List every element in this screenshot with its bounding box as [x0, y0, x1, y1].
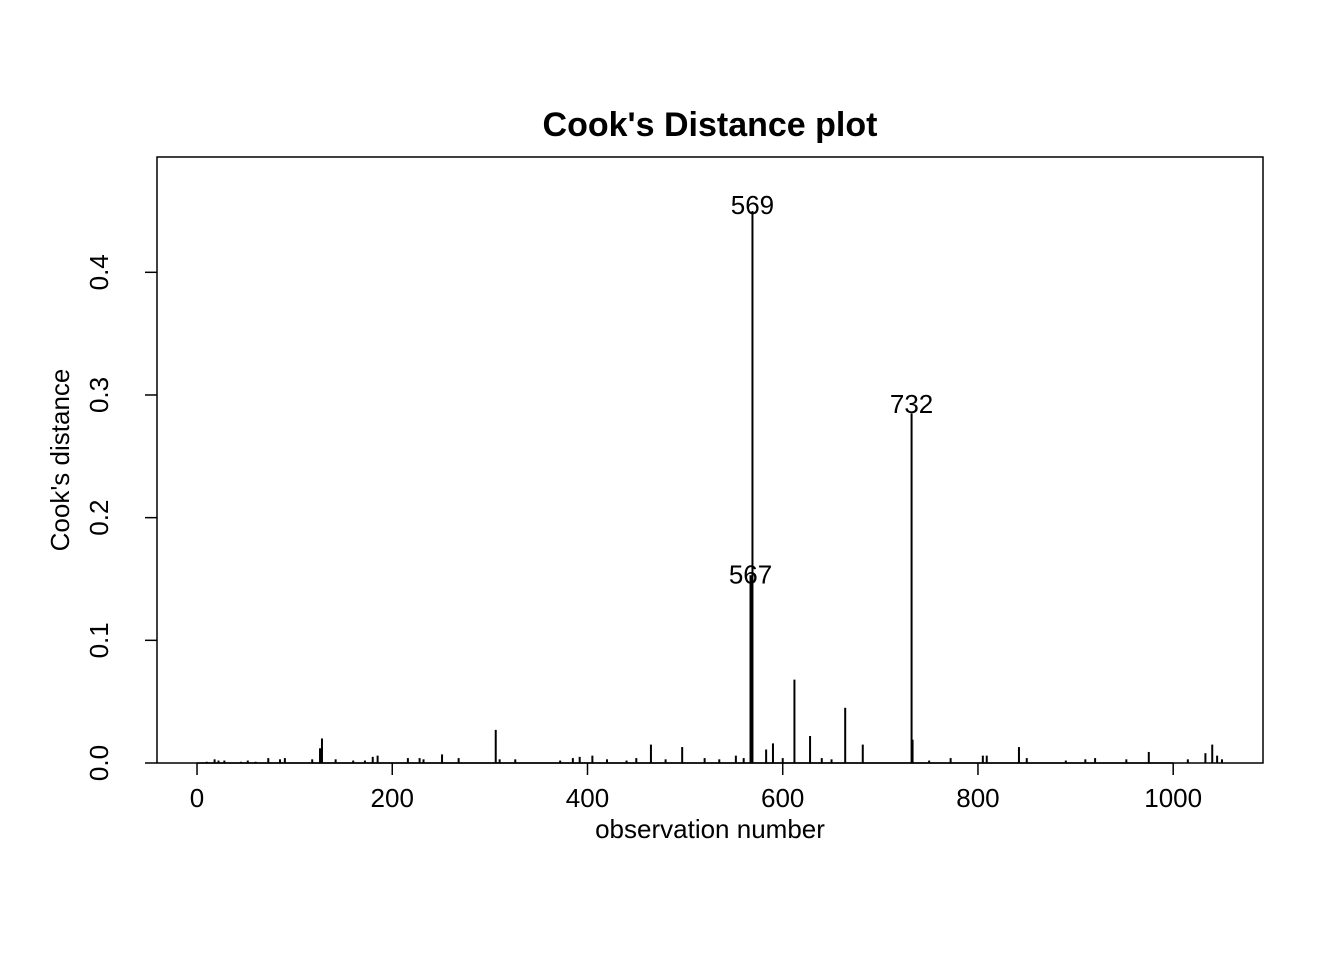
x-tick-label: 0 [190, 783, 204, 813]
annotation: 567 [729, 559, 772, 589]
y-tick-label: 0.2 [84, 500, 114, 536]
y-tick-label: 0.3 [84, 377, 114, 413]
x-tick-label: 1000 [1144, 783, 1202, 813]
annotation: 569 [731, 190, 774, 220]
x-tick-label: 800 [956, 783, 999, 813]
y-tick-label: 0.1 [84, 622, 114, 658]
x-tick-label: 400 [566, 783, 609, 813]
plot-frame [156, 156, 1264, 764]
annotation: 732 [890, 389, 933, 419]
y-tick-label: 0.0 [84, 745, 114, 781]
x-axis-label: observation number [595, 814, 825, 844]
x-tick-label: 600 [761, 783, 804, 813]
y-tick-label: 0.4 [84, 254, 114, 290]
x-tick-label: 200 [371, 783, 414, 813]
chart-title: Cook's Distance plot [543, 106, 878, 144]
y-axis-label: Cook's distance [45, 369, 75, 552]
